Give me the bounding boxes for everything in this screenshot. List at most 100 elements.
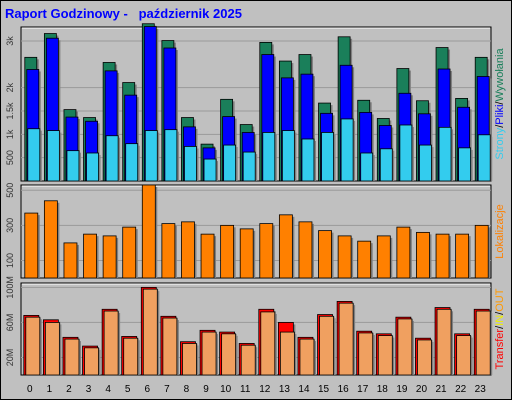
visits-bar (376, 235, 391, 279)
x-tick-label: 10 (220, 384, 232, 395)
visits-bar (220, 224, 235, 279)
visits-bar (298, 221, 313, 279)
visits-bar (239, 228, 254, 279)
pages-bar (458, 147, 472, 182)
visits-bar (102, 235, 117, 279)
legend-part: Strony (494, 127, 506, 159)
pages-bar (125, 143, 139, 182)
visits-bar (200, 233, 215, 279)
out-bar (377, 335, 393, 376)
pages-bar (242, 151, 256, 182)
y-tick-label-1: 2k (5, 82, 15, 92)
x-tick-label: 12 (259, 384, 271, 395)
pages-bar (262, 132, 276, 182)
x-tick-label: 20 (416, 384, 428, 395)
pages-bar (321, 132, 334, 182)
x-tick-label: 15 (318, 384, 330, 395)
x-tick-label: 1 (47, 384, 53, 395)
legend-part: / (494, 325, 506, 329)
out-bar (25, 316, 41, 376)
legend-part: IN (494, 315, 506, 326)
out-bar (123, 337, 139, 376)
out-bar (475, 310, 491, 376)
out-bar (319, 315, 334, 376)
y-tick-label-1: 1.5k (5, 102, 15, 120)
legend-part: Lokalizacje (494, 204, 506, 258)
x-tick-label: 2 (66, 384, 72, 395)
y-tick-label-1: 500 (5, 150, 15, 165)
page-title: Raport Godzinowy - październik 2025 (5, 6, 242, 21)
visits-bar (318, 230, 332, 279)
x-tick-label: 9 (203, 384, 209, 395)
pages-bar (340, 118, 354, 182)
out-bar (64, 338, 80, 376)
visits-bar (396, 226, 411, 279)
x-tick-label: 4 (105, 384, 111, 395)
out-bar (162, 317, 178, 376)
y-tick-label-3: 60M (5, 314, 15, 332)
visits-bar (141, 184, 156, 279)
x-tick-label: 3 (86, 384, 92, 395)
out-bar (221, 333, 237, 376)
out-bar (338, 302, 354, 376)
visits-bar (24, 212, 39, 279)
pages-bar (46, 130, 60, 182)
x-tick-label: 14 (298, 384, 310, 395)
x-tick-label: 16 (338, 384, 350, 395)
out-bar (240, 344, 256, 376)
pages-bar (281, 130, 295, 182)
legend-part: Wywołania (494, 48, 506, 102)
pages-bar (419, 144, 432, 182)
panel-2 (20, 184, 492, 279)
out-bar (201, 331, 217, 376)
x-tick-label: 19 (396, 384, 408, 395)
x-tick-label: 5 (125, 384, 131, 395)
visits-bar (278, 214, 293, 279)
pages-bar (360, 152, 374, 182)
pages-bar (379, 148, 393, 182)
pages-bar (203, 158, 217, 182)
y-tick-label-3: 100M (5, 276, 15, 299)
pages-bar (438, 126, 452, 182)
x-tick-label: 7 (164, 384, 170, 395)
visits-bar (337, 235, 352, 279)
x-tick-label: 22 (455, 384, 467, 395)
x-tick-label: 8 (184, 384, 190, 395)
x-tick-label: 23 (475, 384, 487, 395)
y-tick-label-2: 300 (5, 218, 15, 233)
visits-bar (357, 240, 372, 279)
pages-bar (66, 150, 80, 182)
x-tick-label: 0 (27, 384, 33, 395)
x-tick-label: 17 (357, 384, 369, 395)
out-bar (44, 322, 60, 376)
x-tick-label: 11 (240, 384, 251, 395)
legend-part: / (494, 311, 506, 315)
pages-bar (164, 129, 178, 182)
x-tick-label: 18 (377, 384, 389, 395)
legend-label-1: Strony/Pliki/Wywołania (494, 48, 506, 160)
out-bar (358, 332, 374, 376)
y-tick-label-2: 500 (5, 183, 15, 198)
out-bar (456, 335, 472, 376)
x-tick-label: 6 (145, 384, 151, 395)
x-tick-label: 21 (435, 384, 447, 395)
legend-part: Transfer (494, 329, 506, 370)
visits-bar (416, 231, 430, 279)
x-tick-label: 13 (279, 384, 291, 395)
visits-bar (122, 226, 137, 279)
pages-bar (399, 124, 413, 182)
pages-bar (184, 146, 197, 182)
legend-label-3: Transfer/IN/OUT (494, 288, 506, 369)
visits-bar (455, 233, 470, 279)
pages-bar (86, 152, 99, 182)
out-bar (299, 338, 315, 376)
out-bar (260, 311, 276, 376)
pages-bar (144, 130, 158, 182)
y-tick-label-2: 100 (5, 253, 15, 268)
visits-bar (63, 242, 78, 279)
y-tick-label-3: 20M (5, 349, 15, 367)
pages-bar (477, 134, 491, 182)
pages-bar (301, 138, 315, 182)
out-bar (142, 288, 158, 376)
